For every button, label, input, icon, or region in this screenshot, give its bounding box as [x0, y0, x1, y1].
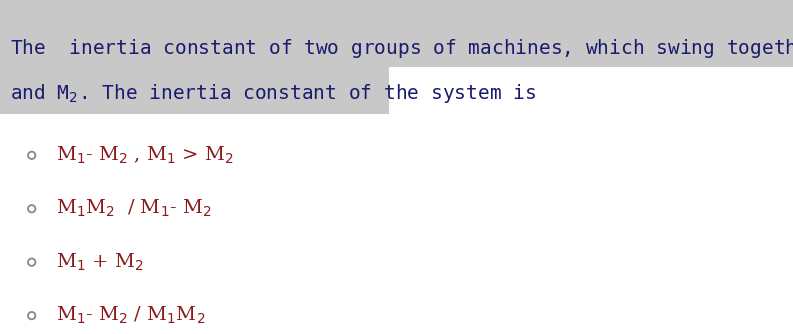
Text: M$_1$M$_2$  / M$_1$- M$_2$: M$_1$M$_2$ / M$_1$- M$_2$	[56, 198, 211, 219]
Text: The  inertia constant of two groups of machines, which swing together are M$_1$: The inertia constant of two groups of ma…	[10, 37, 793, 60]
Text: M$_1$- M$_2$ / M$_1$M$_2$: M$_1$- M$_2$ / M$_1$M$_2$	[56, 305, 205, 326]
Text: M$_1$- M$_2$ , M$_1$ > M$_2$: M$_1$- M$_2$ , M$_1$ > M$_2$	[56, 145, 233, 166]
Text: M$_1$ + M$_2$: M$_1$ + M$_2$	[56, 252, 143, 273]
FancyBboxPatch shape	[0, 0, 793, 67]
Text: and M$_2$. The inertia constant of the system is: and M$_2$. The inertia constant of the s…	[10, 82, 535, 105]
FancyBboxPatch shape	[0, 67, 389, 114]
